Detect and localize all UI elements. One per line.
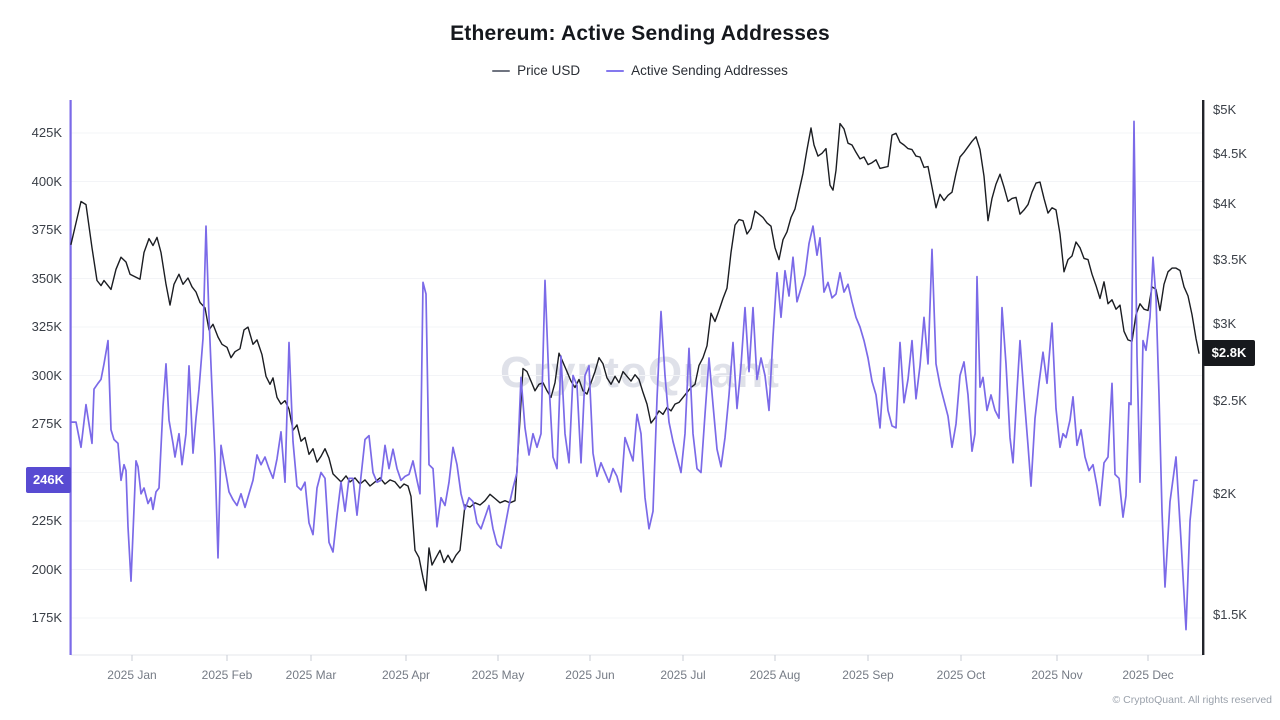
copyright-notice: © CryptoQuant. All rights reserved — [1112, 694, 1272, 706]
price-line-series — [70, 122, 1200, 592]
addresses-line-series — [70, 120, 1198, 631]
y-right-tick-label: $2K — [1213, 486, 1237, 502]
left-axis-line — [69, 100, 72, 655]
y-right-tick-label: $2.5K — [1213, 392, 1247, 408]
legend-item-price-usd[interactable]: Price USD — [492, 63, 580, 78]
x-tick-label: 2025 Jun — [565, 668, 615, 682]
y-left-tick-label: 175K — [31, 610, 62, 625]
addresses-current-value-badge: 246K — [26, 467, 71, 494]
x-tick-label: 2025 Aug — [749, 668, 801, 682]
y-left-tick-label: 350K — [31, 270, 62, 286]
x-tick-label: 2025 Nov — [1031, 668, 1083, 682]
price-current-value-badge: $2.8K — [1203, 340, 1255, 367]
y-right-tick-label: $4K — [1213, 195, 1237, 211]
x-tick-label: 2025 Jan — [107, 668, 157, 682]
x-tick-label: 2025 Mar — [285, 668, 337, 682]
y-left-tick-label: 375K — [31, 222, 62, 237]
x-tick-label: 2025 Feb — [201, 668, 253, 682]
y-left-tick-label: 400K — [31, 173, 62, 189]
y-left-tick-label: 325K — [31, 319, 62, 334]
price-legend-dash-icon — [492, 69, 511, 72]
y-left-tick-label: 225K — [31, 513, 62, 528]
x-tick-label: 2025 Jul — [660, 668, 706, 682]
y-left-tick-label: 200K — [31, 561, 62, 577]
chart-title: Ethereum: Active Sending Addresses — [450, 22, 830, 45]
legend-item-label: Active Sending Addresses — [631, 63, 788, 78]
x-tick-label: 2025 Dec — [1122, 668, 1174, 682]
x-tick-label: 2025 Oct — [936, 668, 986, 682]
right-axis-line — [1202, 100, 1205, 655]
x-tick-label: 2025 May — [471, 668, 525, 682]
y-right-tick-label: $3.5K — [1213, 251, 1247, 267]
y-right-tick-label: $4.5K — [1213, 146, 1247, 162]
x-tick-label: 2025 Sep — [842, 668, 894, 682]
y-left-tick-label: 425K — [31, 125, 62, 140]
y-right-tick-label: $5K — [1213, 102, 1237, 117]
y-right-tick-label: $1.5K — [1213, 607, 1247, 622]
legend-item-active-sending-addresses[interactable]: Active Sending Addresses — [606, 63, 788, 78]
addresses-legend-dash-icon — [606, 69, 625, 72]
legend-item-label: Price USD — [517, 63, 581, 78]
legend: Price USD Active Sending Addresses — [0, 63, 1280, 78]
y-left-tick-label: 275K — [31, 416, 62, 431]
y-left-tick-label: 300K — [31, 367, 62, 383]
x-tick-label: 2025 Apr — [381, 668, 431, 682]
y-right-tick-label: $3K — [1213, 316, 1237, 332]
